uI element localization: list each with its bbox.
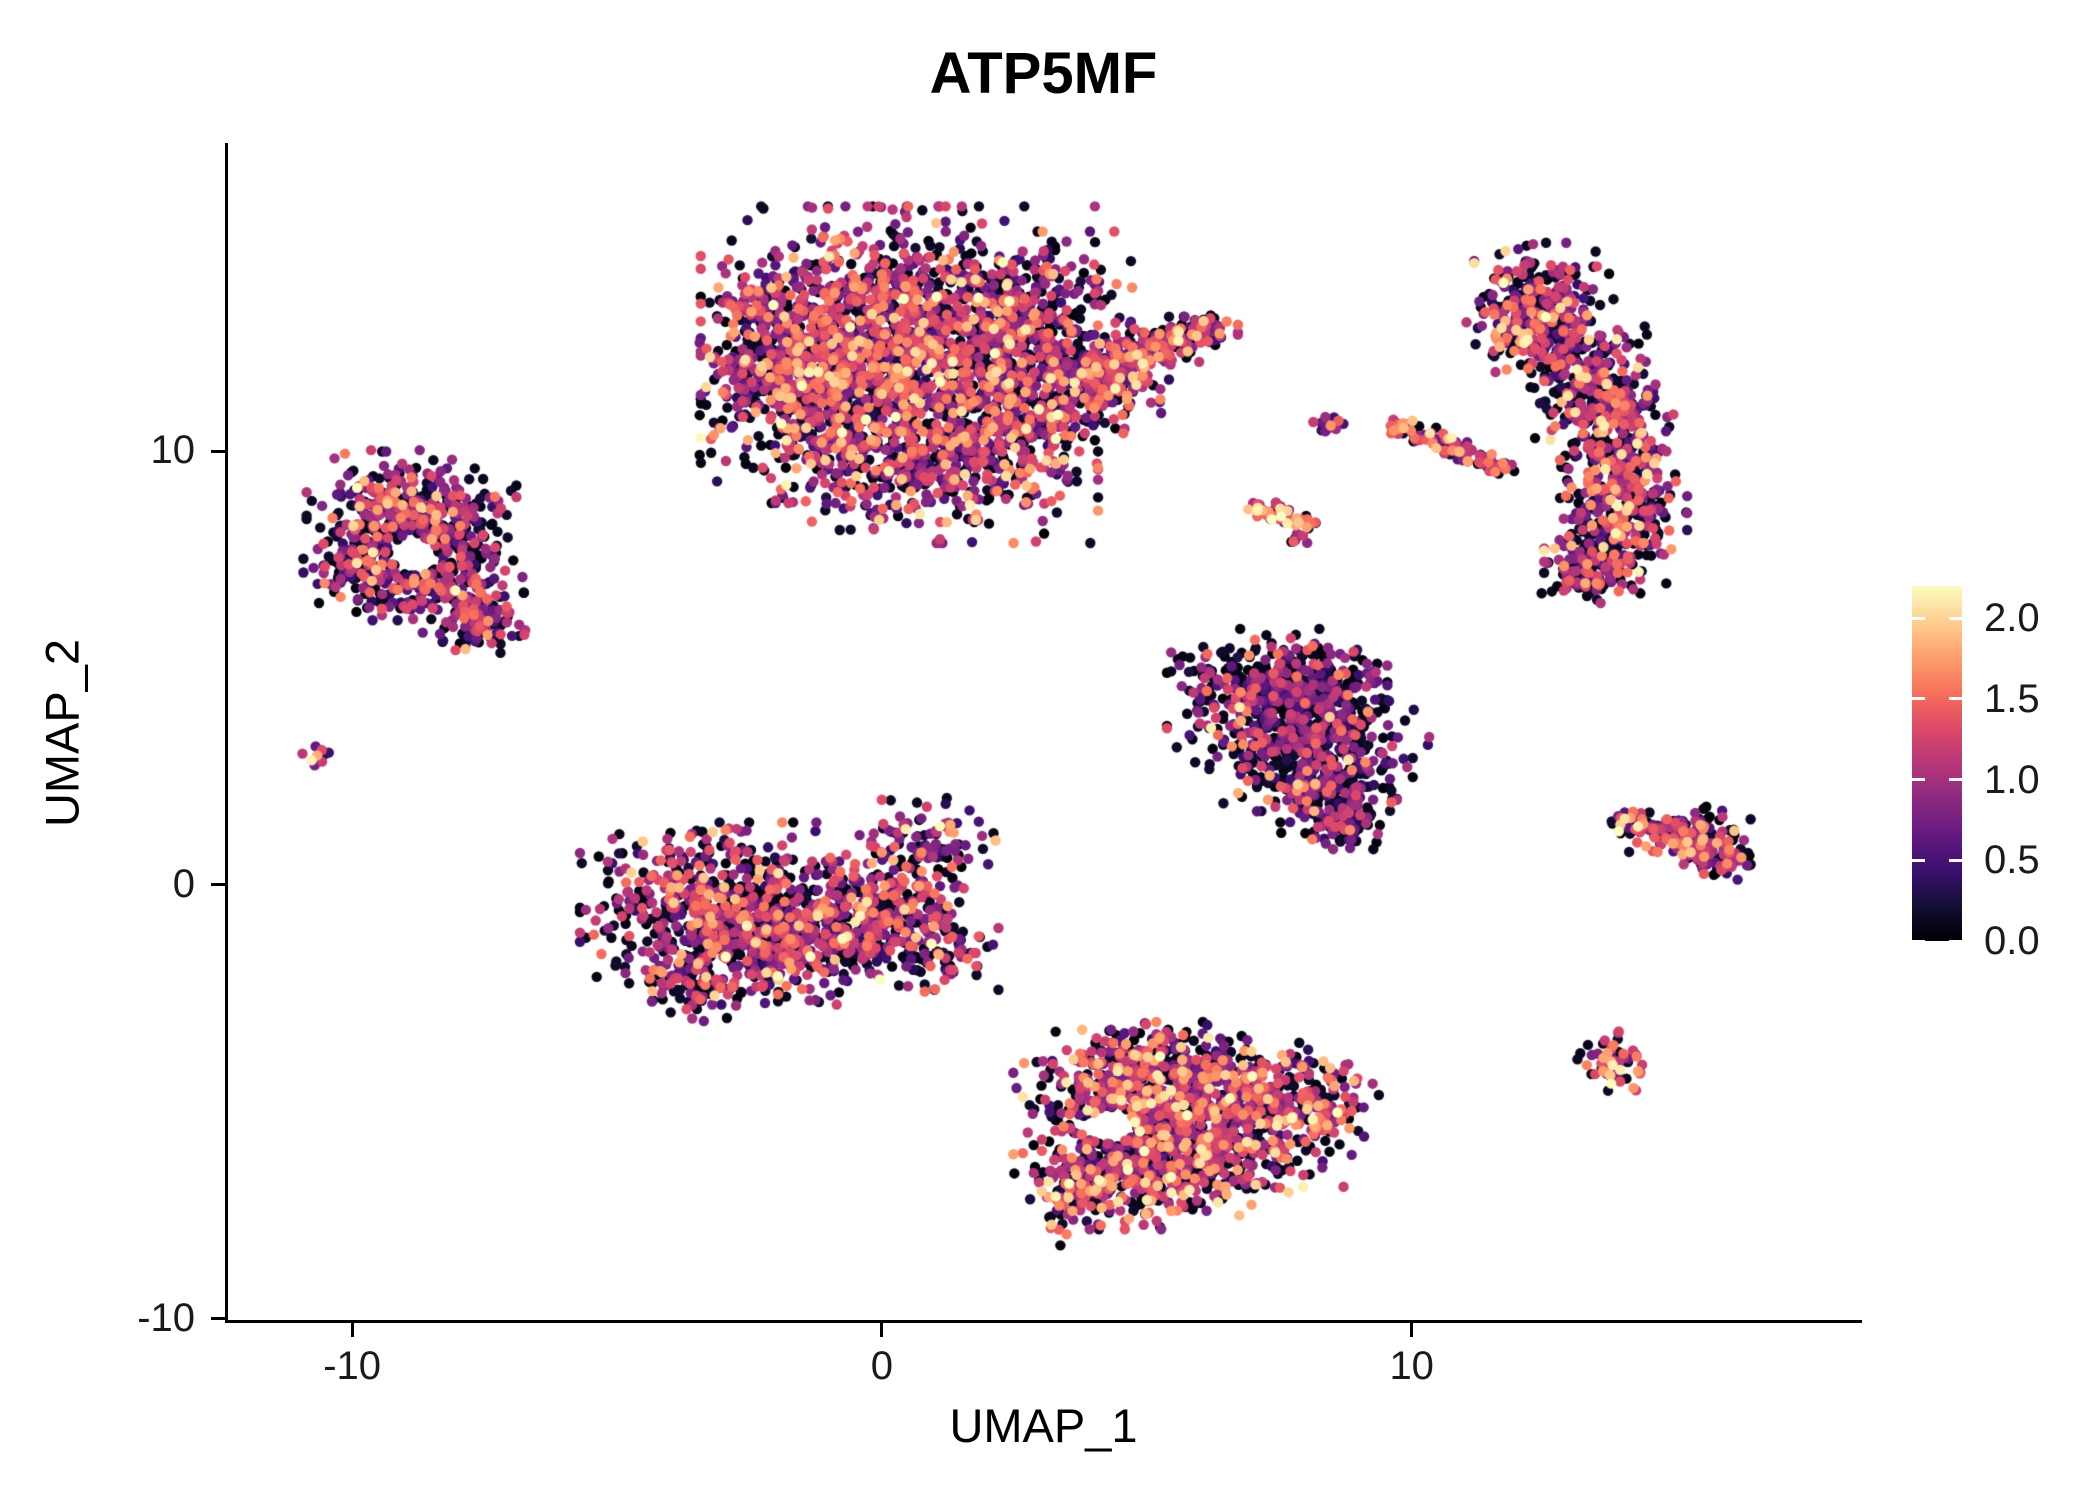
- y-axis-title: UMAP_2: [35, 638, 89, 828]
- plot-title: ATP5MF: [929, 41, 1158, 106]
- x-axis-title: UMAP_1: [949, 1399, 1138, 1452]
